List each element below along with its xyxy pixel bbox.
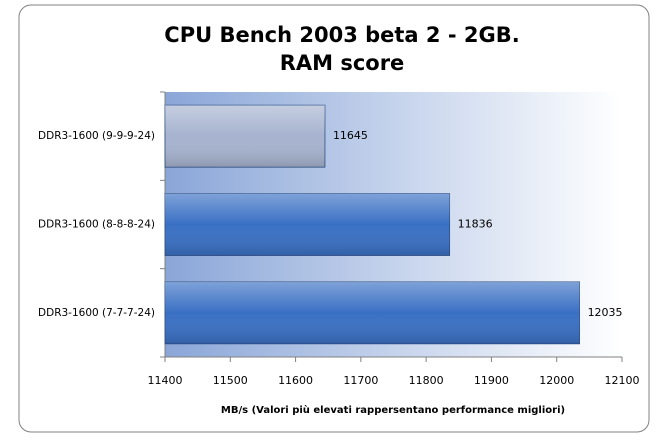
y-tick-label: DDR3-1600 (7-7-7-24)	[38, 307, 155, 319]
chart-subtitle: RAM score	[280, 51, 405, 75]
bar-gloss	[165, 281, 580, 344]
x-tick-label: 12000	[539, 374, 574, 387]
bar-gloss	[165, 193, 450, 256]
value-label: 11645	[333, 129, 368, 142]
x-tick-label: 11800	[409, 374, 444, 387]
x-tick-label: 11900	[474, 374, 509, 387]
x-tick-label: 12100	[605, 374, 640, 387]
value-label: 12035	[588, 306, 623, 319]
x-tick-label: 11600	[278, 374, 313, 387]
x-tick-label: 11400	[148, 374, 183, 387]
x-axis-label: MB/s (Valori più elevati rappersentano p…	[221, 404, 565, 416]
y-tick-label: DDR3-1600 (8-8-8-24)	[38, 219, 155, 231]
x-tick-label: 11500	[213, 374, 248, 387]
y-tick-label: DDR3-1600 (9-9-9-24)	[38, 130, 155, 142]
chart-title: CPU Bench 2003 beta 2 - 2GB.	[164, 23, 519, 47]
value-label: 11836	[458, 218, 493, 231]
x-tick-label: 11700	[343, 374, 378, 387]
bar-gloss	[165, 105, 325, 168]
